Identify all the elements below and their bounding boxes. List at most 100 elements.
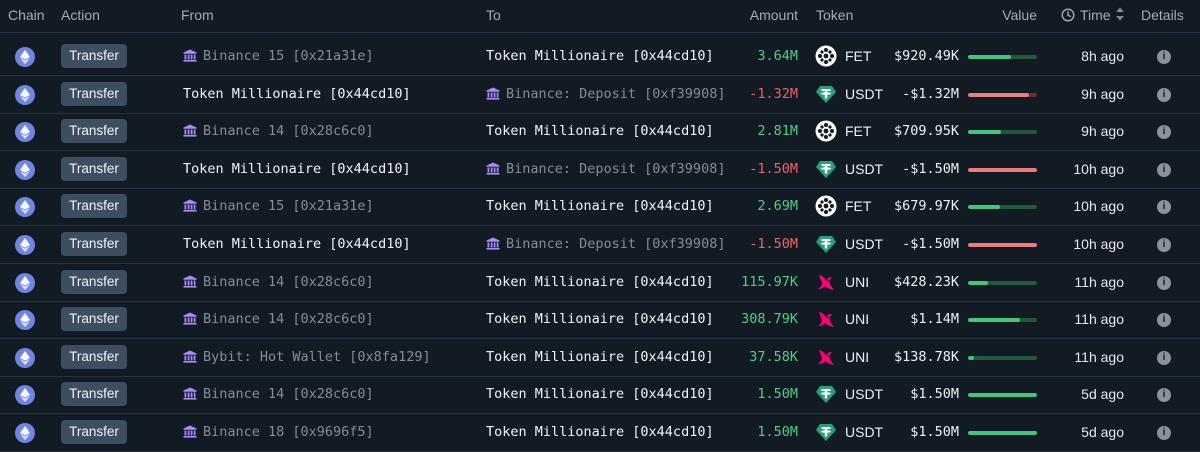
to-address[interactable]: Token Millionaire [0x44cd10] bbox=[486, 48, 714, 64]
header-token[interactable]: Token bbox=[816, 7, 854, 23]
table-row[interactable]: Transfer Token Millionaire [0x44cd10] Bina… bbox=[0, 76, 1200, 114]
action-badge[interactable]: Transfer bbox=[61, 194, 127, 219]
info-icon[interactable]: i bbox=[1157, 275, 1171, 290]
from-address[interactable]: Binance 15 [0x21a31e] bbox=[183, 198, 374, 214]
action-badge[interactable]: Transfer bbox=[61, 81, 127, 106]
to-address[interactable]: Token Millionaire [0x44cd10] bbox=[486, 198, 714, 214]
token-symbol[interactable]: FET bbox=[845, 48, 872, 64]
time-ago[interactable]: 10h ago bbox=[1073, 160, 1124, 177]
uni-token-icon[interactable] bbox=[815, 346, 837, 368]
info-icon[interactable]: i bbox=[1157, 50, 1171, 64]
token-symbol[interactable]: USDT bbox=[845, 160, 884, 177]
header-from[interactable]: From bbox=[181, 7, 214, 23]
time-ago[interactable]: 8h ago bbox=[1081, 48, 1124, 64]
token-symbol[interactable]: USDT bbox=[845, 236, 884, 252]
token-symbol[interactable]: USDT bbox=[845, 386, 884, 403]
from-address[interactable]: Token Millionaire [0x44cd10] bbox=[183, 86, 411, 102]
usdt-token-icon[interactable] bbox=[815, 83, 837, 105]
header-time[interactable]: Time bbox=[1080, 7, 1111, 23]
header-chain[interactable]: Chain bbox=[8, 7, 45, 23]
to-address[interactable]: Binance: Deposit [0xf39908] bbox=[486, 236, 725, 252]
action-badge[interactable]: Transfer bbox=[61, 156, 127, 181]
uni-token-icon[interactable] bbox=[815, 271, 837, 293]
action-badge[interactable]: Transfer bbox=[61, 344, 127, 369]
from-address[interactable]: Binance 14 [0x28c6c0] bbox=[183, 123, 374, 139]
sort-icon[interactable] bbox=[1115, 6, 1125, 25]
header-details[interactable]: Details bbox=[1141, 7, 1184, 23]
usdt-token-icon[interactable] bbox=[815, 421, 837, 443]
time-ago[interactable]: 11h ago bbox=[1074, 311, 1124, 328]
to-address[interactable]: Binance: Deposit [0xf39908] bbox=[486, 86, 725, 102]
token-symbol[interactable]: FET bbox=[845, 123, 872, 140]
usd-value: $1.14M bbox=[910, 311, 959, 328]
info-icon[interactable]: i bbox=[1157, 125, 1171, 140]
from-address[interactable]: Binance 14 [0x28c6c0] bbox=[183, 274, 374, 290]
table-row[interactable]: Transfer Binance 14 [0x28c6c0] Token Milli… bbox=[0, 301, 1200, 340]
to-address[interactable]: Binance: Deposit [0xf39908] bbox=[486, 161, 725, 177]
from-address[interactable]: Bybit: Hot Wallet [0x8fa129] bbox=[183, 349, 431, 365]
fet-token-icon[interactable] bbox=[815, 45, 837, 67]
time-ago[interactable]: 9h ago bbox=[1081, 85, 1124, 102]
action-badge[interactable]: Transfer bbox=[61, 269, 127, 294]
action-badge[interactable]: Transfer bbox=[61, 420, 127, 444]
info-icon[interactable]: i bbox=[1157, 87, 1171, 102]
info-icon[interactable]: i bbox=[1157, 313, 1171, 328]
to-address[interactable]: Token Millionaire [0x44cd10] bbox=[486, 123, 714, 139]
time-ago[interactable]: 11h ago bbox=[1074, 273, 1124, 290]
table-row[interactable]: Transfer Binance 14 [0x28c6c0] Token Milli… bbox=[0, 376, 1200, 415]
token-symbol[interactable]: UNI bbox=[845, 348, 870, 365]
token-symbol[interactable]: UNI bbox=[845, 311, 870, 328]
uni-token-icon[interactable] bbox=[815, 308, 837, 330]
info-icon[interactable]: i bbox=[1157, 426, 1171, 440]
usdt-token-icon[interactable] bbox=[815, 158, 837, 180]
table-row[interactable]: Transfer Binance 14 [0x28c6c0] Token Milli… bbox=[0, 113, 1200, 152]
from-address[interactable]: Binance 14 [0x28c6c0] bbox=[183, 386, 374, 402]
from-address[interactable]: Token Millionaire [0x44cd10] bbox=[183, 236, 411, 252]
time-ago[interactable]: 9h ago bbox=[1081, 123, 1124, 140]
from-address[interactable]: Token Millionaire [0x44cd10] bbox=[183, 161, 411, 177]
time-ago[interactable]: 11h ago bbox=[1074, 348, 1124, 365]
token-symbol[interactable]: USDT bbox=[845, 85, 884, 102]
fet-token-icon[interactable] bbox=[815, 120, 837, 142]
token-symbol[interactable]: FET bbox=[845, 198, 872, 215]
table-row[interactable]: Transfer Token Millionaire [0x44cd10] Bina… bbox=[0, 226, 1200, 264]
from-address[interactable]: Binance 15 [0x21a31e] bbox=[183, 48, 374, 64]
from-address[interactable]: Binance 18 [0x9696f5] bbox=[183, 424, 374, 440]
usdt-token-icon[interactable] bbox=[815, 383, 837, 405]
time-ago[interactable]: 5d ago bbox=[1081, 424, 1124, 440]
header-value[interactable]: Value bbox=[1002, 7, 1037, 23]
action-badge[interactable]: Transfer bbox=[61, 119, 127, 144]
token-symbol[interactable]: USDT bbox=[845, 424, 884, 440]
info-icon[interactable]: i bbox=[1157, 200, 1171, 215]
to-address[interactable]: Token Millionaire [0x44cd10] bbox=[486, 424, 714, 440]
usdt-token-icon[interactable] bbox=[815, 233, 837, 255]
table-row[interactable]: Transfer Token Millionaire [0x44cd10] Bina… bbox=[0, 151, 1200, 189]
to-address[interactable]: Token Millionaire [0x44cd10] bbox=[486, 274, 714, 290]
header-amount[interactable]: Amount bbox=[749, 7, 798, 23]
action-badge[interactable]: Transfer bbox=[61, 44, 127, 68]
header-to[interactable]: To bbox=[486, 7, 501, 23]
header-action[interactable]: Action bbox=[61, 7, 100, 23]
info-icon[interactable]: i bbox=[1157, 350, 1171, 365]
table-row[interactable]: Transfer Binance 15 [0x21a31e] Token Milli… bbox=[0, 188, 1200, 227]
to-address[interactable]: Token Millionaire [0x44cd10] bbox=[486, 386, 714, 402]
from-address[interactable]: Binance 14 [0x28c6c0] bbox=[183, 311, 374, 327]
time-ago[interactable]: 10h ago bbox=[1073, 236, 1124, 252]
time-ago[interactable]: 5d ago bbox=[1081, 386, 1124, 403]
time-ago[interactable]: 10h ago bbox=[1073, 198, 1124, 215]
to-address[interactable]: Token Millionaire [0x44cd10] bbox=[486, 311, 714, 327]
table-row[interactable]: Transfer Binance 14 [0x28c6c0] Token Milli… bbox=[0, 264, 1200, 302]
fet-token-icon[interactable] bbox=[815, 195, 837, 217]
info-icon[interactable]: i bbox=[1157, 162, 1171, 177]
info-icon[interactable]: i bbox=[1157, 388, 1171, 403]
to-address[interactable]: Token Millionaire [0x44cd10] bbox=[486, 349, 714, 365]
action-badge[interactable]: Transfer bbox=[61, 232, 127, 256]
token-symbol[interactable]: UNI bbox=[845, 273, 870, 290]
table-row[interactable]: Transfer Binance 18 [0x9696f5] Token Milli… bbox=[0, 414, 1200, 452]
table-row[interactable]: Transfer Binance 15 [0x21a31e] Token Milli… bbox=[0, 38, 1200, 76]
action-badge[interactable]: Transfer bbox=[61, 307, 127, 332]
action-badge[interactable]: Transfer bbox=[61, 382, 127, 407]
info-icon[interactable]: i bbox=[1157, 238, 1171, 252]
table-row[interactable]: Transfer Bybit: Hot Wallet [0x8fa129] Toke… bbox=[0, 339, 1200, 377]
from-address-text: Binance 14 [0x28c6c0] bbox=[203, 386, 374, 403]
